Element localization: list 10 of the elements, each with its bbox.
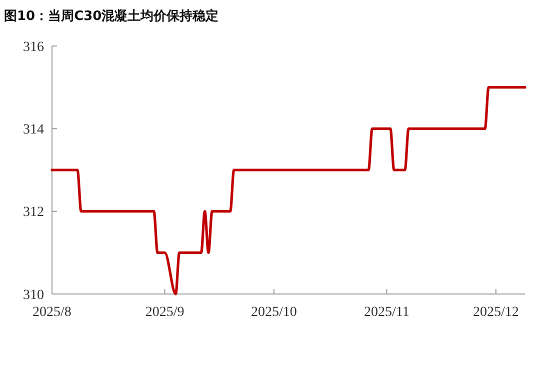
y-tick-label: 310 (23, 288, 44, 303)
chart-title: 图10：当周C30混凝土均价保持稳定 (4, 8, 219, 24)
y-tick-label: 314 (23, 122, 44, 138)
x-tick-label: 2025/8 (32, 305, 72, 320)
x-tick-label: 2025/12 (472, 305, 519, 320)
y-tick-label: 312 (23, 205, 44, 220)
x-tick-label: 2025/9 (145, 305, 184, 320)
x-tick-label: 2025/11 (364, 305, 410, 320)
x-tick-label: 2025/10 (251, 305, 297, 320)
y-tick-label: 316 (23, 40, 44, 55)
